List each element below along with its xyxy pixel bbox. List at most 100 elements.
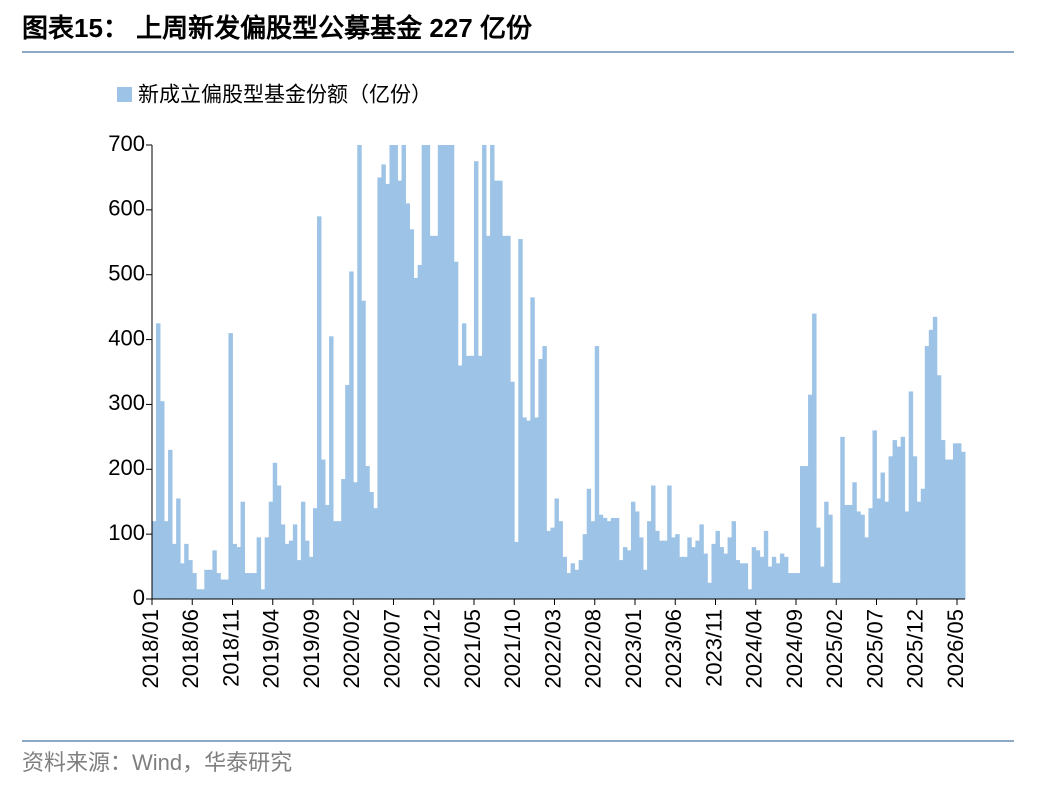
bar [775,563,781,599]
x-tick-label: 2020/07 [379,609,404,689]
bar [791,573,797,599]
x-tick-label: 2025/07 [862,609,887,689]
bar [329,336,334,599]
bar [767,566,773,599]
bar [727,537,732,599]
bar [876,498,881,599]
bar [920,488,926,599]
bar [840,436,845,599]
bar [220,579,225,599]
bar [313,508,318,599]
bar [417,264,423,599]
x-tick-label: 2021/10 [500,609,525,689]
bar [465,355,471,599]
bar [542,346,547,599]
bar [264,537,270,599]
bar [172,543,177,599]
bar [590,521,596,599]
bar [715,530,720,599]
bar [546,530,551,599]
bar [192,573,197,599]
bar [260,589,266,599]
bar [816,527,821,599]
bar [856,511,861,599]
bar [659,540,664,599]
bars [152,145,966,600]
bar [562,556,567,599]
bar [864,537,869,599]
bar [413,277,419,599]
bar [506,235,511,600]
bar [530,297,535,599]
bar [373,508,378,599]
bar [337,521,342,599]
y-tick-label: 100 [108,520,145,545]
bar [441,145,447,599]
bar [449,145,455,599]
bar [812,313,817,599]
bar [345,384,350,599]
bar [944,459,950,599]
bar [932,316,938,599]
bar [719,547,724,599]
bar [554,498,559,599]
bar [586,488,592,599]
bar [948,459,954,599]
bar [200,589,205,599]
bar [457,365,463,599]
bar [904,511,910,599]
bar [204,569,209,599]
bar [651,485,656,599]
bar [558,521,563,599]
bar [236,547,241,599]
bar [256,537,262,599]
x-tick-label: 2025/12 [903,609,928,689]
bar [691,547,696,599]
bar [860,514,865,599]
x-tick-label: 2024/04 [742,609,767,689]
bar [353,482,358,599]
bar [292,524,298,599]
bar [389,145,394,599]
bar [478,355,483,599]
bar [731,521,737,599]
bar [759,556,765,599]
bar [808,394,813,599]
bar [357,145,362,599]
bar [824,501,829,599]
bar [349,271,354,599]
bar [755,550,761,599]
bar [888,456,893,599]
bar [884,501,889,599]
bar [663,540,668,599]
bar [490,145,495,599]
source: 资料来源：Wind，华泰研究 [22,750,292,775]
bar [514,541,519,599]
bar [832,582,837,599]
bar [570,563,576,599]
bar [304,540,310,599]
bar [401,145,406,599]
bar [365,466,370,599]
bar [610,517,616,599]
y-tick-label: 300 [108,390,145,415]
x-tick-label: 2019/09 [299,609,324,689]
bar [796,573,801,599]
bar [196,589,201,599]
bar [550,527,555,599]
bar [683,556,688,599]
bar [635,511,640,599]
bar [308,556,314,599]
bar [333,521,338,599]
bar [848,504,853,599]
bar [655,530,660,599]
bar [361,300,366,599]
bar [735,560,741,599]
bar [630,501,636,599]
bar [868,508,873,599]
bar [377,177,382,599]
bar [900,436,906,599]
bar [522,417,527,599]
bar [703,553,708,599]
bar [598,514,604,599]
